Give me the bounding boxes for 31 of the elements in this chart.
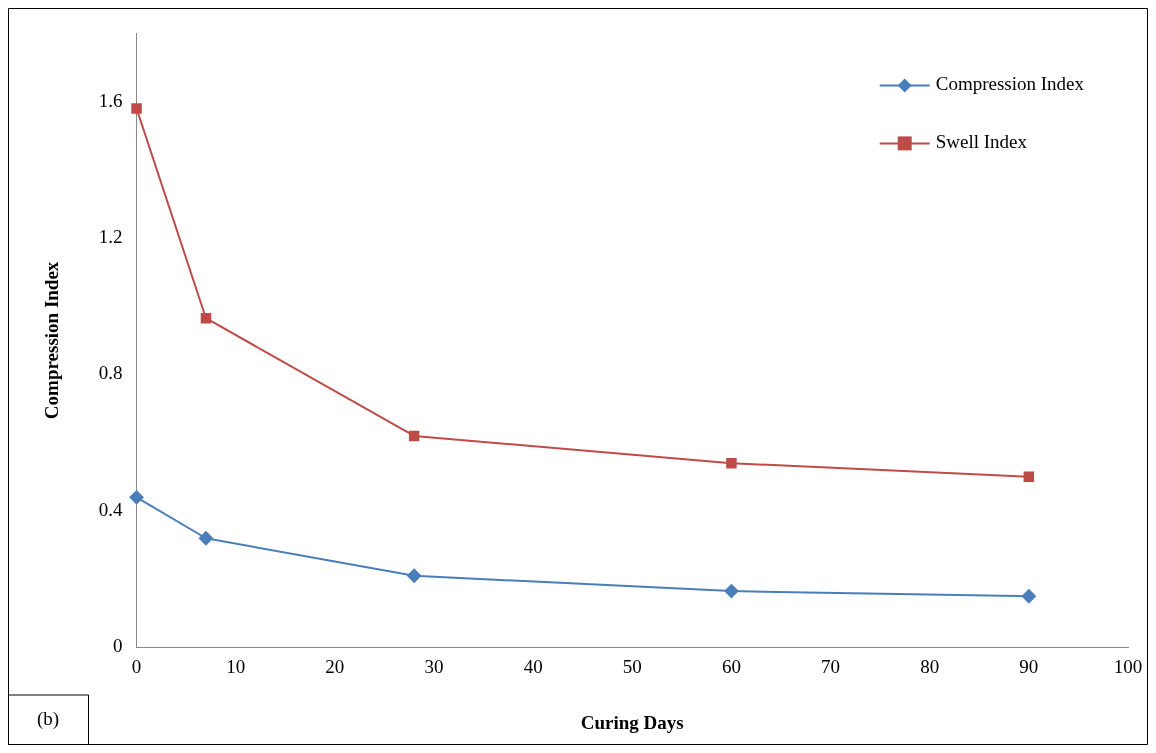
x-tick-label: 80 <box>920 655 940 677</box>
point <box>1021 589 1036 604</box>
y-tick-label: 0 <box>113 635 123 657</box>
point <box>198 531 213 546</box>
x-tick-label: 0 <box>131 655 142 677</box>
x-tick-label: 40 <box>523 655 543 677</box>
x-tick-label: 10 <box>226 655 246 677</box>
x-tick-label: 100 <box>1113 655 1143 677</box>
legend-label: Swell Index <box>935 131 1028 153</box>
point <box>129 490 144 505</box>
x-tick-label: 60 <box>721 655 741 677</box>
x-tick-label: 30 <box>424 655 444 677</box>
x-tick-label: 50 <box>622 655 642 677</box>
y-tick-label: 1.2 <box>98 226 123 248</box>
y-tick-label: 0.8 <box>98 362 123 384</box>
x-tick-label: 20 <box>325 655 345 677</box>
y-axis-title: Compression Index <box>41 261 63 420</box>
point <box>131 103 142 114</box>
point <box>408 430 420 442</box>
y-tick-label: 0.4 <box>98 498 124 520</box>
point <box>726 457 737 469</box>
x-axis-title: Curing Days <box>580 711 684 733</box>
x-tick-label: 70 <box>821 655 841 677</box>
legend-label: Compression Index <box>935 73 1085 95</box>
y-tick-label: 1.6 <box>98 89 123 111</box>
point <box>724 584 739 599</box>
x-tick-label: 90 <box>1019 655 1039 677</box>
point <box>407 568 422 583</box>
point <box>1023 471 1035 483</box>
text: (b) <box>36 707 60 730</box>
point <box>200 312 212 324</box>
